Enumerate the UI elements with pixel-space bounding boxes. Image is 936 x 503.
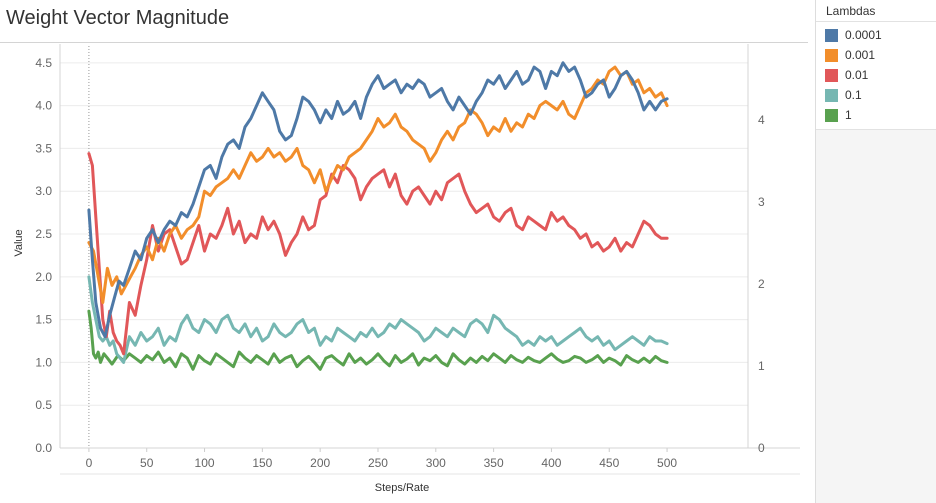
y-tick-label: 0.0	[35, 441, 52, 455]
legend-title: Lambdas	[816, 0, 936, 22]
line-chart: 0.0 0.5 1.0 1.5 2.0 2.5 3.0 3.5 4.0 4.5 0 1 2 3 4 0 50 10…	[13, 44, 800, 494]
x-tick-label: 200	[310, 456, 330, 470]
x-axis-title: Steps/Rate	[375, 482, 429, 494]
series-line-1	[87, 309, 669, 371]
legend-panel: Lambdas 0.0001 0.001 0.01 0.1 1	[815, 0, 936, 503]
x-tick-label: 150	[252, 456, 272, 470]
y2-tick-label: 0	[758, 441, 765, 455]
x-tick-label: 50	[140, 456, 154, 470]
legend-item-0-0001[interactable]: 0.0001	[816, 25, 936, 45]
y-tick-label: 3.0	[35, 184, 52, 198]
x-tick-label: 300	[426, 456, 446, 470]
legend-swatch	[825, 48, 838, 62]
y-tick-label: 1.5	[35, 313, 52, 327]
grid	[60, 62, 748, 449]
series-line-0-001	[87, 65, 669, 304]
legend-item-0-01[interactable]: 0.01	[816, 65, 936, 85]
legend-swatch	[825, 28, 838, 42]
title-divider	[0, 42, 808, 43]
legend-swatch	[825, 88, 838, 102]
legend-swatch	[825, 108, 838, 122]
y2-tick-label: 2	[758, 277, 765, 291]
x-tick-label: 100	[195, 456, 215, 470]
y2-tick-label: 1	[758, 359, 765, 373]
x-tick-label: 350	[484, 456, 504, 470]
x-tick-label: 450	[599, 456, 619, 470]
y2-tick-label: 3	[758, 195, 765, 209]
y-tick-label: 4.0	[35, 99, 52, 113]
y2-tick-label: 4	[758, 113, 765, 127]
legend-label: 1	[845, 108, 852, 122]
legend-label: 0.001	[845, 48, 876, 62]
x-tick-label: 0	[86, 456, 93, 470]
x-tick-label: 500	[657, 456, 677, 470]
tick-labels: 0.0 0.5 1.0 1.5 2.0 2.5 3.0 3.5 4.0 4.5 0 1 2 3 4 0 50 10…	[35, 56, 765, 470]
y-tick-label: 4.5	[35, 56, 52, 70]
y-tick-label: 1.0	[35, 355, 52, 369]
legend-label: 0.0001	[845, 28, 882, 42]
series-line-0-01	[87, 152, 669, 356]
y-axis-title: Value	[13, 229, 25, 256]
legend-item-1[interactable]: 1	[816, 105, 936, 125]
axes	[59, 44, 800, 475]
legend-label: 0.01	[845, 68, 869, 82]
series-line-0-0001	[87, 61, 669, 339]
chart-title: Weight Vector Magnitude	[6, 7, 230, 29]
y-tick-label: 2.5	[35, 227, 52, 241]
x-tick-label: 400	[541, 456, 561, 470]
legend-item-0-1[interactable]: 0.1	[816, 85, 936, 105]
y-tick-label: 3.5	[35, 141, 52, 155]
x-tick-label: 250	[368, 456, 388, 470]
y-tick-label: 0.5	[35, 398, 52, 412]
legend-swatch	[825, 68, 838, 82]
series-line-0-1	[87, 275, 669, 364]
legend-box: 0.0001 0.001 0.01 0.1 1	[816, 22, 936, 130]
legend-label: 0.1	[845, 88, 862, 102]
series-lines	[87, 61, 669, 371]
y-tick-label: 2.0	[35, 270, 52, 284]
legend-item-0-001[interactable]: 0.001	[816, 45, 936, 65]
